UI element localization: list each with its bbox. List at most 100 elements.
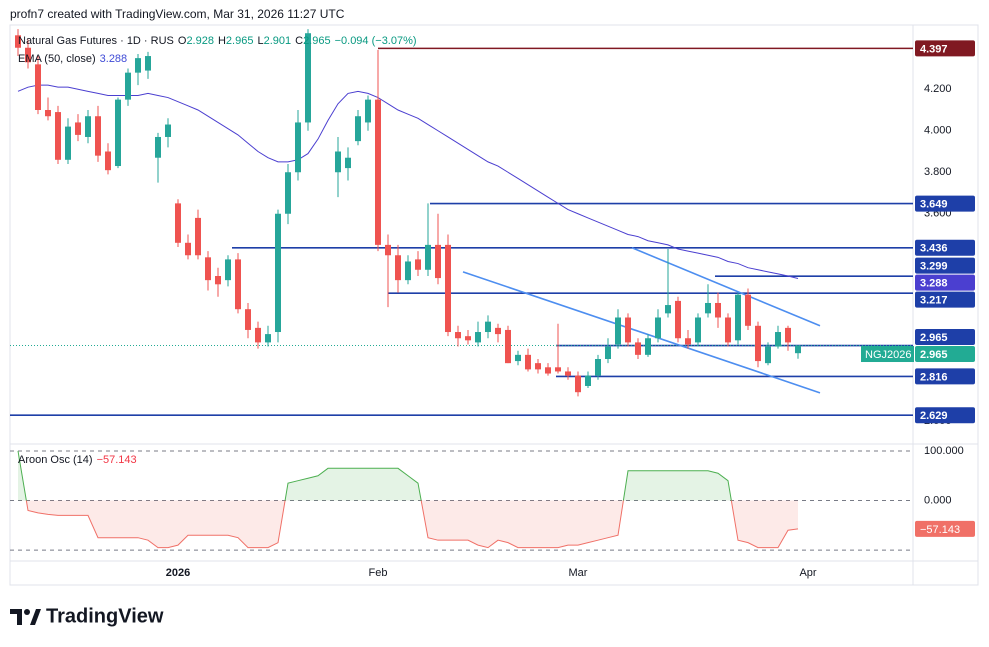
symbol-tag-bg xyxy=(861,346,914,363)
candle-body xyxy=(355,116,361,142)
level-tag-bg xyxy=(915,407,975,424)
ohlc-item: O2.928 xyxy=(178,35,214,47)
level-tag: 3.299 xyxy=(920,261,948,273)
ohlc-value: 2.901 xyxy=(263,35,292,47)
candle-body xyxy=(275,213,281,333)
candle-body xyxy=(625,317,631,343)
osc-tick-label: 100.000 xyxy=(924,445,964,457)
level-tag: 3.217 xyxy=(920,295,948,307)
level-tag-bg xyxy=(915,257,975,274)
level-tag-bg xyxy=(915,368,975,385)
header-text: profn7 created with TradingView.com, Mar… xyxy=(10,7,345,21)
osc-area xyxy=(18,450,798,548)
candle-body xyxy=(205,257,211,281)
candle-body xyxy=(515,354,521,362)
candle-body xyxy=(665,305,671,314)
candle-body xyxy=(765,346,771,364)
candle-body xyxy=(455,332,461,339)
level-tag-bg xyxy=(915,239,975,256)
candle-body xyxy=(335,151,341,173)
candle-body xyxy=(45,110,51,117)
y-tick-label: 3.800 xyxy=(924,166,952,178)
logo xyxy=(10,609,41,625)
candle-body xyxy=(465,336,471,341)
candle-body xyxy=(485,321,491,333)
symbol-tag: NGJ2026 xyxy=(865,349,911,361)
candle-body xyxy=(115,99,121,167)
candle-body xyxy=(295,122,301,173)
candle-body xyxy=(705,302,711,314)
candle-body xyxy=(475,332,481,343)
y-tick-label: 4.200 xyxy=(924,83,952,95)
ema-tag: 3.288 xyxy=(920,278,948,290)
candle-body xyxy=(775,332,781,347)
ohlc-label: H xyxy=(217,35,226,47)
candle-body xyxy=(785,327,791,343)
candle-body xyxy=(75,122,81,135)
candle-body xyxy=(235,259,241,310)
candle-body xyxy=(35,64,41,110)
candle-body xyxy=(415,259,421,270)
y-tick-label: 4.000 xyxy=(924,125,952,137)
candle-body xyxy=(285,172,291,214)
candle-body xyxy=(495,327,501,335)
level-tag: 4.397 xyxy=(920,43,948,55)
candle-body xyxy=(755,325,761,362)
candle-body xyxy=(655,317,661,339)
candle-body xyxy=(595,359,601,376)
osc-line xyxy=(17,450,799,549)
ema-line xyxy=(17,84,799,279)
candle-body xyxy=(225,259,231,281)
symbol-legend: Natural Gas Futures · 1D · RUS O2.928 H2.… xyxy=(18,35,417,47)
candle-body xyxy=(85,116,91,137)
candle-body xyxy=(405,261,411,281)
candle-body xyxy=(435,244,441,279)
candle-body xyxy=(545,367,551,374)
ema-value: 3.288 xyxy=(99,53,128,65)
candle-body xyxy=(25,47,31,63)
ohlc-item: H2.965 xyxy=(218,35,253,47)
change: −0.094 (−3.07%) xyxy=(334,35,417,47)
candle-body xyxy=(795,345,801,354)
candle-body xyxy=(585,375,591,386)
ema-name: EMA (50, close) xyxy=(18,53,96,65)
ohlc-value: 2.965 xyxy=(303,35,331,47)
trend-line xyxy=(631,247,821,327)
price-tag: 2.965 xyxy=(920,349,948,361)
level-tag-bg xyxy=(915,291,975,308)
candle-body xyxy=(65,126,71,160)
title: Natural Gas Futures · 1D · RUS xyxy=(18,35,174,47)
candle-body xyxy=(395,255,401,281)
candle-body xyxy=(575,375,581,393)
osc-tick-label: 0.000 xyxy=(924,494,952,506)
candle-body xyxy=(645,338,651,355)
ema-legend: EMA (50, close) 3.288 xyxy=(18,53,127,65)
price-tag-bg xyxy=(915,346,975,363)
level-tag-bg xyxy=(915,329,975,346)
candle-body xyxy=(675,300,681,339)
candle-body xyxy=(725,317,731,343)
candle-body xyxy=(735,294,741,341)
price-pane xyxy=(10,29,913,417)
osc-tag: −57.143 xyxy=(920,524,960,536)
ohlc: O2.928 H2.965 L2.901 C2.965 xyxy=(178,35,331,47)
ohlc-label: O xyxy=(177,35,187,47)
frame xyxy=(9,24,979,586)
x-tick-label: Feb xyxy=(369,567,388,579)
candle-body xyxy=(155,136,161,158)
candle-body xyxy=(715,302,721,318)
level-tag: 3.649 xyxy=(920,198,948,210)
level-tag: 3.436 xyxy=(920,243,948,255)
osc-tag-bg xyxy=(915,520,975,537)
candle-body xyxy=(15,35,21,48)
candle-body xyxy=(535,363,541,370)
candle-body xyxy=(175,203,181,243)
level-tag: 2.629 xyxy=(920,410,948,422)
candle-body xyxy=(125,72,131,100)
ohlc-label: C xyxy=(295,35,304,47)
brand: TradingView xyxy=(46,605,164,627)
ema-tag-bg xyxy=(915,274,975,291)
candle-body xyxy=(95,116,101,156)
